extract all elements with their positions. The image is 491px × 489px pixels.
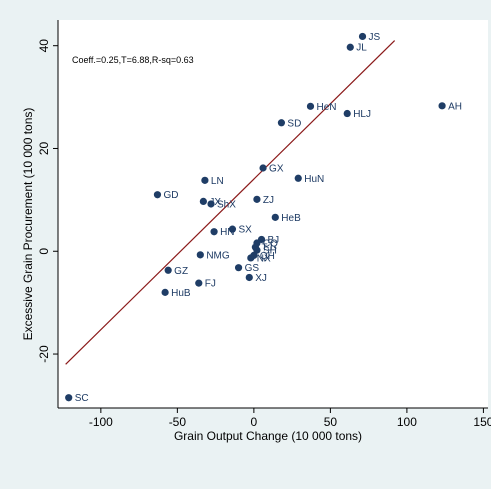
data-point	[65, 394, 73, 402]
x-tick-label: 100	[397, 415, 417, 429]
point-label: JL	[356, 43, 367, 54]
point-label: ShX	[217, 199, 236, 210]
data-point	[199, 197, 207, 206]
point-label: AH	[448, 101, 462, 112]
point-label: GX	[269, 164, 284, 175]
data-point	[259, 164, 267, 172]
point-label: GD	[163, 190, 178, 201]
point-label: HeN	[316, 102, 336, 113]
point-label: NX	[257, 253, 271, 264]
data-point	[234, 264, 243, 272]
point-label: FJ	[205, 279, 216, 290]
point-label: TJ	[261, 243, 272, 254]
plot-area	[58, 20, 488, 408]
point-label: HLJ	[353, 109, 371, 120]
point-label: SH	[263, 246, 277, 257]
data-point	[346, 43, 354, 51]
point-label: HuN	[304, 174, 324, 185]
data-point	[201, 176, 209, 184]
axes-group: -100 -50 0 50 100 150 -20 0 20 40	[37, 20, 491, 429]
point-label: ZJ	[263, 195, 274, 206]
regression-annotation: Coeff.=0.25,T=6.88,R-sq=0.63	[72, 55, 194, 65]
point-label: GZ	[174, 266, 188, 277]
data-point	[271, 213, 279, 221]
point-label: LN	[211, 176, 224, 187]
point-label: JS	[369, 32, 381, 43]
fit-line-group	[65, 40, 396, 365]
point-label: XJ	[255, 273, 267, 284]
data-point	[164, 266, 172, 274]
x-tick-label: 50	[324, 415, 338, 429]
data-point	[228, 225, 237, 233]
y-axis-title: Excessive Grain Procurement (10 000 tons…	[21, 108, 35, 341]
y-tick-label: 40	[37, 39, 51, 53]
point-label: CQ	[263, 239, 278, 250]
data-point	[161, 288, 169, 296]
point-label: BJ	[268, 235, 280, 246]
data-point	[343, 109, 351, 118]
data-point	[210, 228, 218, 236]
x-tick-label: -100	[89, 415, 113, 429]
point-label: GS	[245, 263, 260, 274]
fit-line	[65, 40, 396, 365]
x-tick-label: -50	[169, 415, 187, 429]
y-tick-label: -20	[37, 345, 51, 363]
data-point	[306, 102, 315, 110]
point-label: HeB	[281, 213, 301, 224]
data-point	[438, 102, 446, 110]
data-point	[250, 251, 258, 259]
point-label: QH	[260, 251, 275, 262]
point-label: HN	[220, 227, 234, 238]
x-tick-label: 150	[473, 415, 491, 429]
y-tick-label: 0	[37, 248, 51, 255]
x-tick-label: 0	[251, 415, 258, 429]
data-point	[358, 32, 367, 41]
y-tick-label: 20	[37, 141, 51, 155]
data-point	[294, 174, 302, 182]
point-label: JX	[209, 197, 221, 208]
data-point	[253, 195, 261, 203]
x-axis-title: Grain Output Change (10 000 tons)	[174, 429, 362, 443]
data-point	[277, 119, 286, 127]
data-point	[245, 273, 253, 282]
data-point	[196, 251, 204, 259]
data-point	[207, 200, 215, 208]
data-point	[153, 191, 162, 199]
point-label: HuB	[171, 288, 191, 299]
point-label: SX	[238, 225, 252, 236]
point-label: SD	[287, 118, 301, 129]
data-point	[195, 279, 203, 287]
point-label: SC	[75, 393, 89, 404]
point-label: NMG	[206, 250, 230, 261]
